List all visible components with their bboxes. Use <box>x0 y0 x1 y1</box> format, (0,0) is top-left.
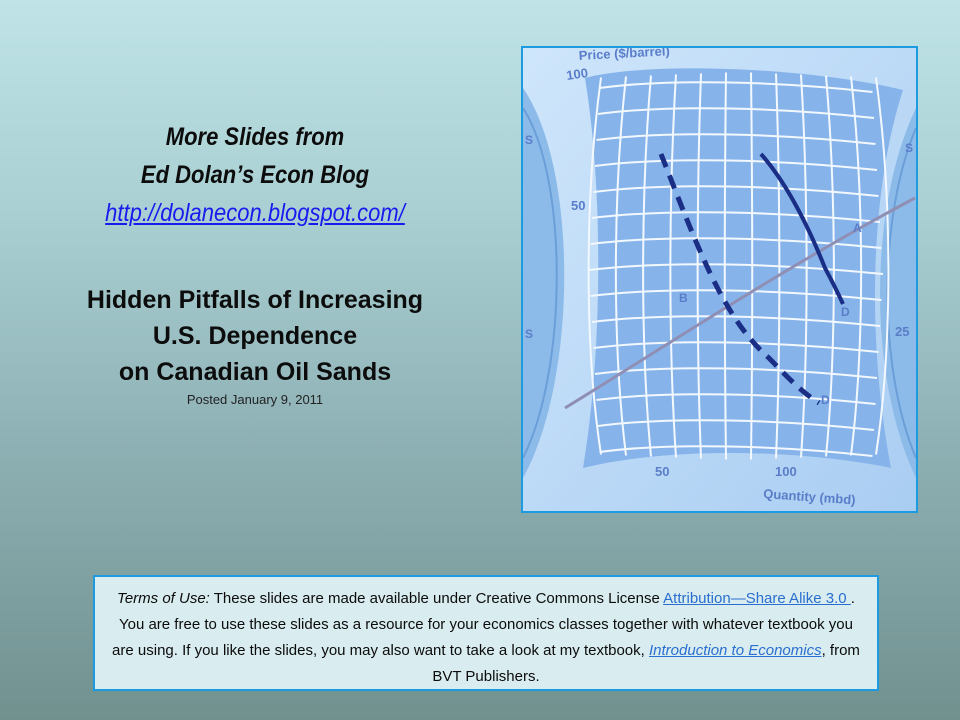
posted-date: Posted January 9, 2011 <box>186 392 324 407</box>
grid-line-vertical <box>775 73 781 459</box>
graph-grid <box>587 72 890 460</box>
grid-line-vertical <box>587 77 602 455</box>
point-label-b: B <box>679 291 688 305</box>
y-axis-label: Price ($/barrel) <box>578 48 670 63</box>
grid-line-horizontal <box>599 81 873 93</box>
grid-line-horizontal <box>596 133 876 145</box>
terms-text-3: , from BVT Publishers. <box>432 642 860 685</box>
grid-line-horizontal <box>597 107 875 119</box>
grid-line-vertical <box>800 74 808 458</box>
grid-line-vertical <box>850 76 863 456</box>
blog-line-1: More Slides from <box>165 123 345 151</box>
x-tick-100: 100 <box>775 464 797 479</box>
grid-line-vertical <box>750 72 754 460</box>
title-line-2: U.S. Dependence <box>152 322 358 350</box>
title-line-3: on Canadian Oil Sands <box>118 358 392 386</box>
grid-line-vertical <box>642 75 652 457</box>
grid-line-horizontal <box>597 419 875 431</box>
curve-label-d1: D <box>841 305 850 319</box>
point-label-a: A <box>853 221 862 235</box>
terms-label: Terms of Use: <box>117 590 210 607</box>
grid-line-horizontal <box>594 159 878 171</box>
grid-line-vertical <box>875 77 890 455</box>
terms-text-2: . You are free to use these slides as a … <box>112 590 855 659</box>
slide-title: Hidden Pitfalls of Increasing U.S. Depen… <box>20 282 490 390</box>
y-tick-50: 50 <box>571 198 585 213</box>
curve-label-s-right: S <box>905 141 913 155</box>
graph-illustration: 100 50 25 50 100 Price ($/barrel) Quanti… <box>523 48 916 511</box>
grid-line-vertical <box>669 74 677 458</box>
terms-text-1: These slides are made available under Cr… <box>209 590 664 607</box>
y-tick-25: 25 <box>895 324 909 339</box>
title-line-1: Hidden Pitfalls of Increasing <box>86 286 424 314</box>
grid-line-vertical <box>614 76 627 456</box>
grid-line-horizontal <box>590 289 882 301</box>
grid-line-vertical <box>696 73 702 459</box>
blog-url-link[interactable]: http://dolanecon.blogspot.com/ <box>105 199 405 227</box>
textbook-link[interactable]: Introduction to Economics <box>649 642 822 659</box>
blog-line-2: Ed Dolan’s Econ Blog <box>140 161 370 189</box>
grid-line-horizontal <box>593 341 879 353</box>
demand-curve-solid <box>759 152 845 305</box>
curve-label-s-bottom: S <box>525 327 533 341</box>
y-tick-100: 100 <box>565 65 589 83</box>
grid-line-horizontal <box>593 185 879 197</box>
curve-label-s-left: S <box>525 133 533 147</box>
grid-line-horizontal <box>591 315 881 327</box>
grid-line-horizontal <box>599 445 873 457</box>
grid-line-horizontal <box>596 393 876 405</box>
license-link[interactable]: Attribution—Share Alike 3.0 <box>663 590 851 607</box>
grid-line-horizontal <box>590 237 882 249</box>
curve-label-d0: D <box>821 393 830 407</box>
grid-line-horizontal <box>588 263 884 275</box>
grid-line-vertical <box>723 72 727 460</box>
grid-line-vertical <box>825 75 835 457</box>
grid-line-horizontal <box>591 211 881 223</box>
x-tick-50: 50 <box>655 464 669 479</box>
terms-of-use-box: Terms of Use: These slides are made avai… <box>93 575 879 691</box>
supply-demand-graph-image: 100 50 25 50 100 Price ($/barrel) Quanti… <box>521 46 918 513</box>
x-axis-label: Quantity (mbd) <box>763 486 856 507</box>
blog-credit: More Slides from Ed Dolan’s Econ Blog ht… <box>48 118 462 232</box>
